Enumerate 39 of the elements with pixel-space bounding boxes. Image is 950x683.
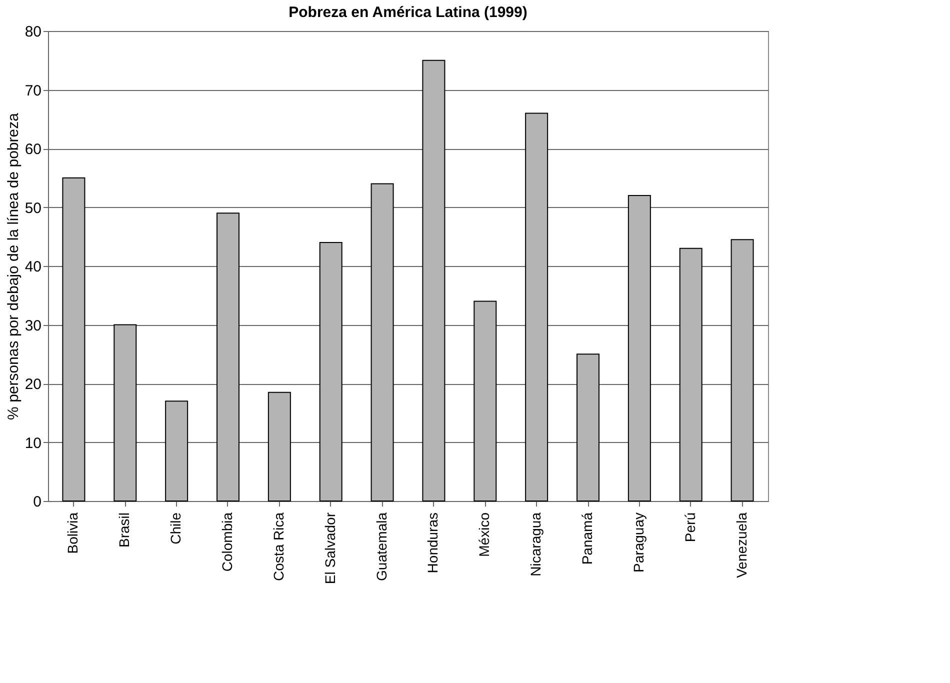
x-tick-label: Guatemala	[373, 512, 390, 581]
bar	[628, 195, 651, 502]
bar	[525, 112, 548, 502]
bar	[370, 183, 394, 502]
x-tick-label: Chile	[168, 512, 184, 544]
bar	[114, 324, 137, 502]
x-tick-label: Paraguay	[630, 512, 646, 572]
y-tick-label: 80	[24, 24, 42, 40]
x-tick-label: Brasil	[116, 512, 132, 548]
y-tick-label: 40	[24, 258, 42, 276]
x-tick-label: El Salvador	[322, 512, 338, 584]
x-tick-label: Bolivia	[64, 512, 81, 554]
bar	[679, 248, 702, 502]
bar	[62, 177, 86, 502]
y-tick-label: 50	[24, 200, 42, 217]
y-tick-label: 60	[24, 141, 42, 158]
y-tick-label: 70	[24, 82, 42, 100]
x-tick-label: Colombia	[219, 512, 235, 572]
y-axis-title: % personas por debajo de la línea de pobreza	[4, 112, 22, 420]
bar	[730, 239, 754, 502]
bar	[474, 300, 497, 502]
bar	[268, 392, 291, 502]
x-tick-label: Panamá	[579, 512, 595, 565]
bar	[576, 354, 600, 502]
bar	[319, 242, 342, 502]
y-tick-label: 30	[24, 317, 42, 334]
y-tick-label: 0	[33, 494, 42, 510]
x-tick-label: Nicaragua	[528, 512, 544, 576]
y-tick-label: 20	[24, 376, 42, 393]
bar	[422, 60, 446, 502]
x-tick-label: Honduras	[424, 512, 441, 574]
x-tick-label: Costa Rica	[270, 512, 286, 581]
x-tick-label: Venezuela	[733, 512, 750, 578]
bar	[216, 212, 240, 502]
chart-title: Pobreza en América Latina (1999)	[288, 4, 528, 21]
x-tick-label: Perú	[682, 512, 698, 542]
bar	[165, 400, 188, 502]
x-tick-label: México	[476, 512, 492, 557]
y-tick-label: 10	[24, 434, 42, 452]
